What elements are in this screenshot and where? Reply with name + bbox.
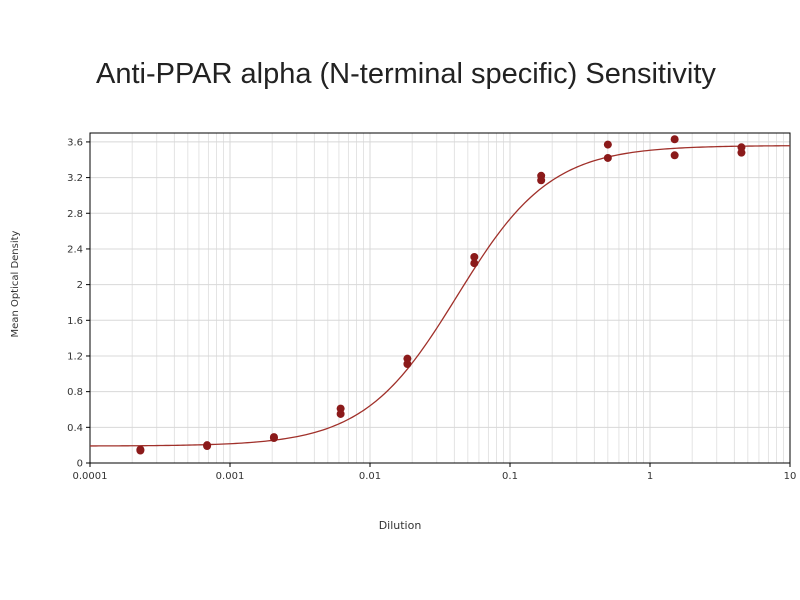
data-points	[136, 135, 746, 455]
data-point	[737, 148, 746, 157]
y-tick-label: 3.6	[67, 137, 83, 148]
y-axis-label: Mean Optical Density	[10, 230, 21, 337]
data-point	[603, 140, 612, 149]
data-point	[537, 176, 546, 185]
axes	[86, 132, 791, 467]
data-point	[403, 360, 412, 368]
data-point	[336, 409, 345, 418]
x-tick-label: 0.1	[502, 471, 518, 482]
x-tick-label: 10	[784, 471, 797, 482]
x-tick-label: 0.0001	[73, 471, 108, 482]
y-tick-label: 1.2	[67, 351, 83, 362]
y-tick-label: 2.4	[67, 244, 83, 255]
grid-lines	[89, 133, 790, 464]
chart-title: Anti-PPAR alpha (N-terminal specific) Se…	[96, 58, 716, 90]
y-tick-label: 2.8	[67, 209, 83, 220]
y-tick-label: 0.8	[67, 387, 83, 398]
y-tick-label: 1.6	[67, 316, 83, 327]
tick-labels: 0 0.4 0.8 1.2 1.6 2 2.4 2.8 3.2 3.6 0.0001 0.001 0.0…	[67, 137, 796, 482]
y-tick-label: 0	[77, 459, 83, 470]
x-tick-label: 0.01	[359, 471, 381, 482]
data-point	[136, 446, 145, 455]
data-point	[470, 252, 479, 261]
data-point	[203, 442, 212, 451]
plot-background	[90, 133, 790, 463]
x-tick-label: 0.001	[216, 471, 245, 482]
plot-frame	[89, 132, 791, 464]
data-point	[603, 153, 612, 162]
data-point	[670, 135, 679, 144]
data-point	[470, 259, 479, 268]
data-point	[269, 434, 278, 443]
x-tick-label: 1	[647, 471, 653, 482]
y-tick-label: 3.2	[67, 173, 83, 184]
y-tick-label: 0.4	[67, 423, 83, 434]
data-point	[670, 151, 679, 160]
y-tick-label: 2	[77, 280, 83, 291]
x-axis-label: Dilution	[379, 519, 422, 532]
